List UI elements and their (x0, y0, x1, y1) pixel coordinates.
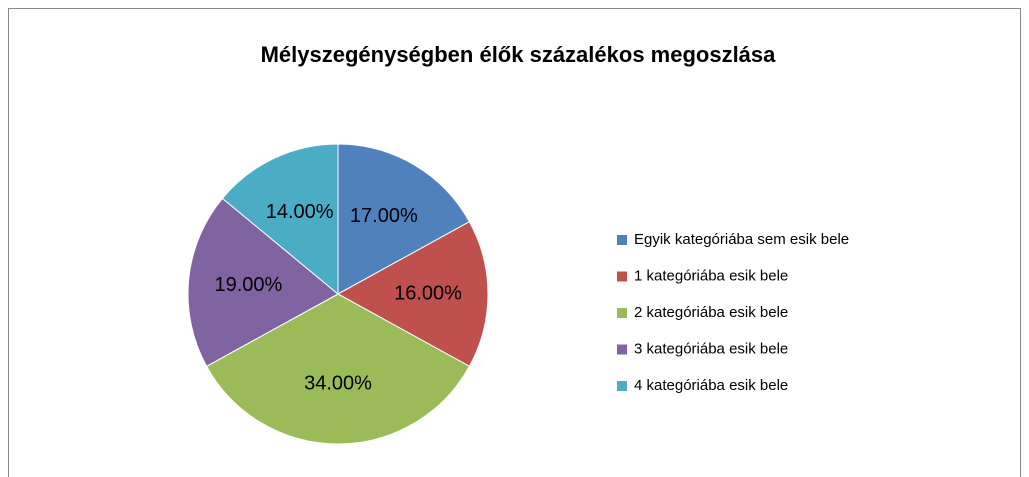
pie-slice (205, 293, 471, 445)
legend-swatch (617, 308, 627, 318)
pie-slice (187, 197, 339, 367)
data-label: 34.00% (304, 372, 372, 394)
legend-label: 1 kategóriába esik bele (634, 267, 788, 284)
legend-swatch (617, 344, 627, 355)
chart-border (8, 8, 1021, 477)
data-label: 16.00% (394, 282, 462, 304)
chart-title: Mélyszegénységben élők százalékos megosz… (261, 42, 777, 67)
data-label: 14.00% (266, 201, 334, 223)
legend-label: 3 kategóriába esik bele (634, 340, 788, 357)
pie-slice (337, 143, 471, 295)
legend-label: 4 kategóriába esik bele (634, 377, 788, 394)
pie-slice (221, 143, 339, 296)
pie-slice (336, 221, 489, 367)
legend-label: 2 kategóriába esik bele (634, 304, 788, 321)
legend-swatch (617, 271, 627, 282)
data-label: 17.00% (350, 205, 418, 227)
legend-label: Egyik kategóriába sem esik bele (634, 231, 849, 248)
legend-swatch (617, 381, 627, 391)
data-label: 19.00% (214, 274, 282, 296)
legend-swatch (617, 235, 627, 245)
